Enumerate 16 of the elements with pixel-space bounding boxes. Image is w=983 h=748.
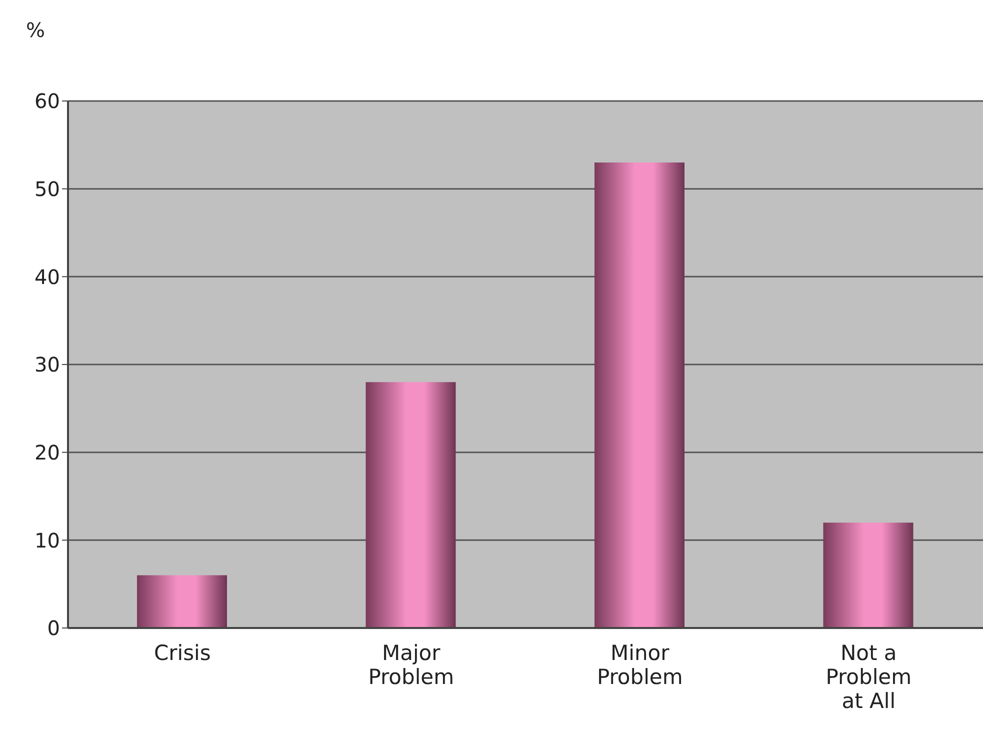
bar bbox=[823, 522, 914, 628]
x-tick-label: Crisis bbox=[154, 641, 211, 665]
y-tick-label: 50 bbox=[34, 176, 60, 201]
y-tick-label: 20 bbox=[34, 440, 60, 464]
y-axis-title: % bbox=[26, 18, 46, 42]
bar bbox=[366, 382, 456, 628]
y-tick-label: 40 bbox=[34, 264, 60, 289]
bar bbox=[594, 162, 684, 628]
y-tick-label: 0 bbox=[47, 616, 60, 640]
y-tick-label: 10 bbox=[34, 528, 60, 552]
bar bbox=[137, 575, 227, 628]
y-tick-label: 30 bbox=[34, 352, 60, 377]
x-tick-label: Minor Problem bbox=[596, 641, 683, 689]
x-tick-label: Not a Problem at All bbox=[826, 641, 912, 713]
x-tick-label: Major Problem bbox=[368, 641, 454, 689]
y-tick-label: 60 bbox=[34, 89, 60, 114]
